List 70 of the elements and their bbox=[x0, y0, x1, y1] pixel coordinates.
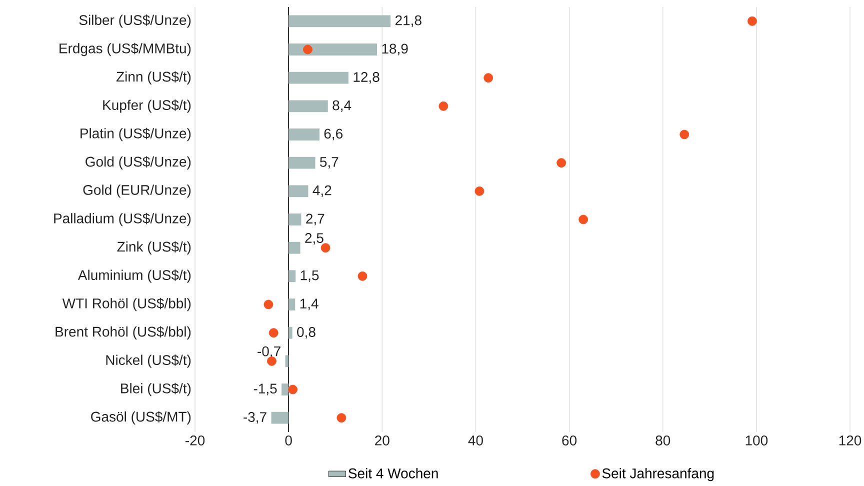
bar bbox=[288, 100, 328, 112]
bar bbox=[288, 298, 296, 310]
point bbox=[438, 101, 448, 111]
point bbox=[474, 186, 484, 196]
y-tick-label: Kupfer (US$/t) bbox=[103, 100, 191, 113]
y-tick-label: Gold (US$/Unze) bbox=[86, 156, 191, 170]
point bbox=[336, 413, 346, 423]
x-tick-label: 40 bbox=[468, 436, 483, 446]
point bbox=[268, 328, 278, 338]
bar bbox=[288, 44, 377, 56]
y-tick-label: WTI Rohöl (US$/bbl) bbox=[62, 298, 191, 312]
point bbox=[556, 158, 566, 168]
data-label: 4,2 bbox=[312, 185, 332, 197]
y-tick-label: Palladium (US$/Unze) bbox=[54, 212, 191, 226]
point bbox=[320, 243, 330, 253]
y-tick-label: Gold (EUR/Unze) bbox=[83, 184, 191, 198]
point bbox=[358, 271, 368, 281]
point bbox=[267, 356, 276, 366]
y-tick-label: Erdgas (US$/MMBtu) bbox=[60, 42, 191, 56]
bar bbox=[285, 355, 289, 368]
bar bbox=[271, 412, 289, 424]
point bbox=[264, 300, 274, 310]
point bbox=[748, 16, 757, 26]
x-tick-label: 100 bbox=[746, 436, 768, 446]
data-label: -0,7 bbox=[258, 346, 280, 358]
point bbox=[484, 73, 494, 83]
data-label: 1,4 bbox=[300, 298, 318, 310]
point bbox=[303, 44, 312, 54]
x-tick-label: 0 bbox=[285, 436, 292, 446]
x-tick-label: -20 bbox=[186, 436, 205, 446]
data-label: 1,5 bbox=[300, 270, 319, 282]
data-label: 6,6 bbox=[324, 128, 342, 140]
y-tick-label: Blei (US$/t) bbox=[121, 382, 191, 396]
x-tick-label: 60 bbox=[562, 436, 577, 446]
data-label: 2,7 bbox=[306, 214, 324, 226]
data-label: -3,7 bbox=[244, 412, 266, 424]
data-label: 5,7 bbox=[320, 157, 338, 169]
x-tick-label: 120 bbox=[839, 436, 862, 446]
y-tick-label: Brent Rohöl (US$/bbl) bbox=[56, 326, 191, 340]
y-tick-label: Zinn (US$/t) bbox=[116, 71, 191, 84]
bar bbox=[288, 214, 302, 226]
bar bbox=[288, 72, 348, 84]
point bbox=[680, 130, 690, 140]
legend-label: Seit Jahresanfang bbox=[602, 468, 714, 482]
y-tick-label: Gasöl (US$/MT) bbox=[91, 411, 191, 424]
bar bbox=[282, 384, 289, 396]
data-label: 18,9 bbox=[382, 44, 408, 56]
data-label: -1,5 bbox=[254, 384, 277, 396]
y-tick-label: Platin (US$/Unze) bbox=[80, 128, 191, 142]
y-tick-label: Zink (US$/t) bbox=[117, 241, 191, 254]
bar bbox=[288, 15, 391, 28]
data-label: 12,8 bbox=[354, 72, 380, 84]
bar bbox=[288, 185, 308, 198]
bar bbox=[288, 128, 320, 140]
bar bbox=[288, 326, 292, 339]
x-tick-label: 20 bbox=[375, 436, 390, 446]
data-label: 8,4 bbox=[332, 100, 352, 112]
point bbox=[578, 214, 588, 224]
y-tick-label: Aluminium (US$/t) bbox=[78, 270, 191, 283]
bar bbox=[288, 242, 300, 254]
x-tick-label: 80 bbox=[656, 436, 670, 446]
legend-label: Seit 4 Wochen bbox=[348, 468, 438, 478]
y-tick-label: Silber (US$/Unze) bbox=[79, 14, 191, 28]
bar bbox=[288, 156, 316, 169]
data-label: 2,5 bbox=[305, 233, 324, 245]
bar bbox=[288, 270, 296, 282]
data-label: 21,8 bbox=[395, 15, 422, 27]
y-tick-label: Nickel (US$/t) bbox=[106, 354, 191, 368]
data-label: 0,8 bbox=[297, 327, 316, 339]
point bbox=[288, 384, 298, 394]
